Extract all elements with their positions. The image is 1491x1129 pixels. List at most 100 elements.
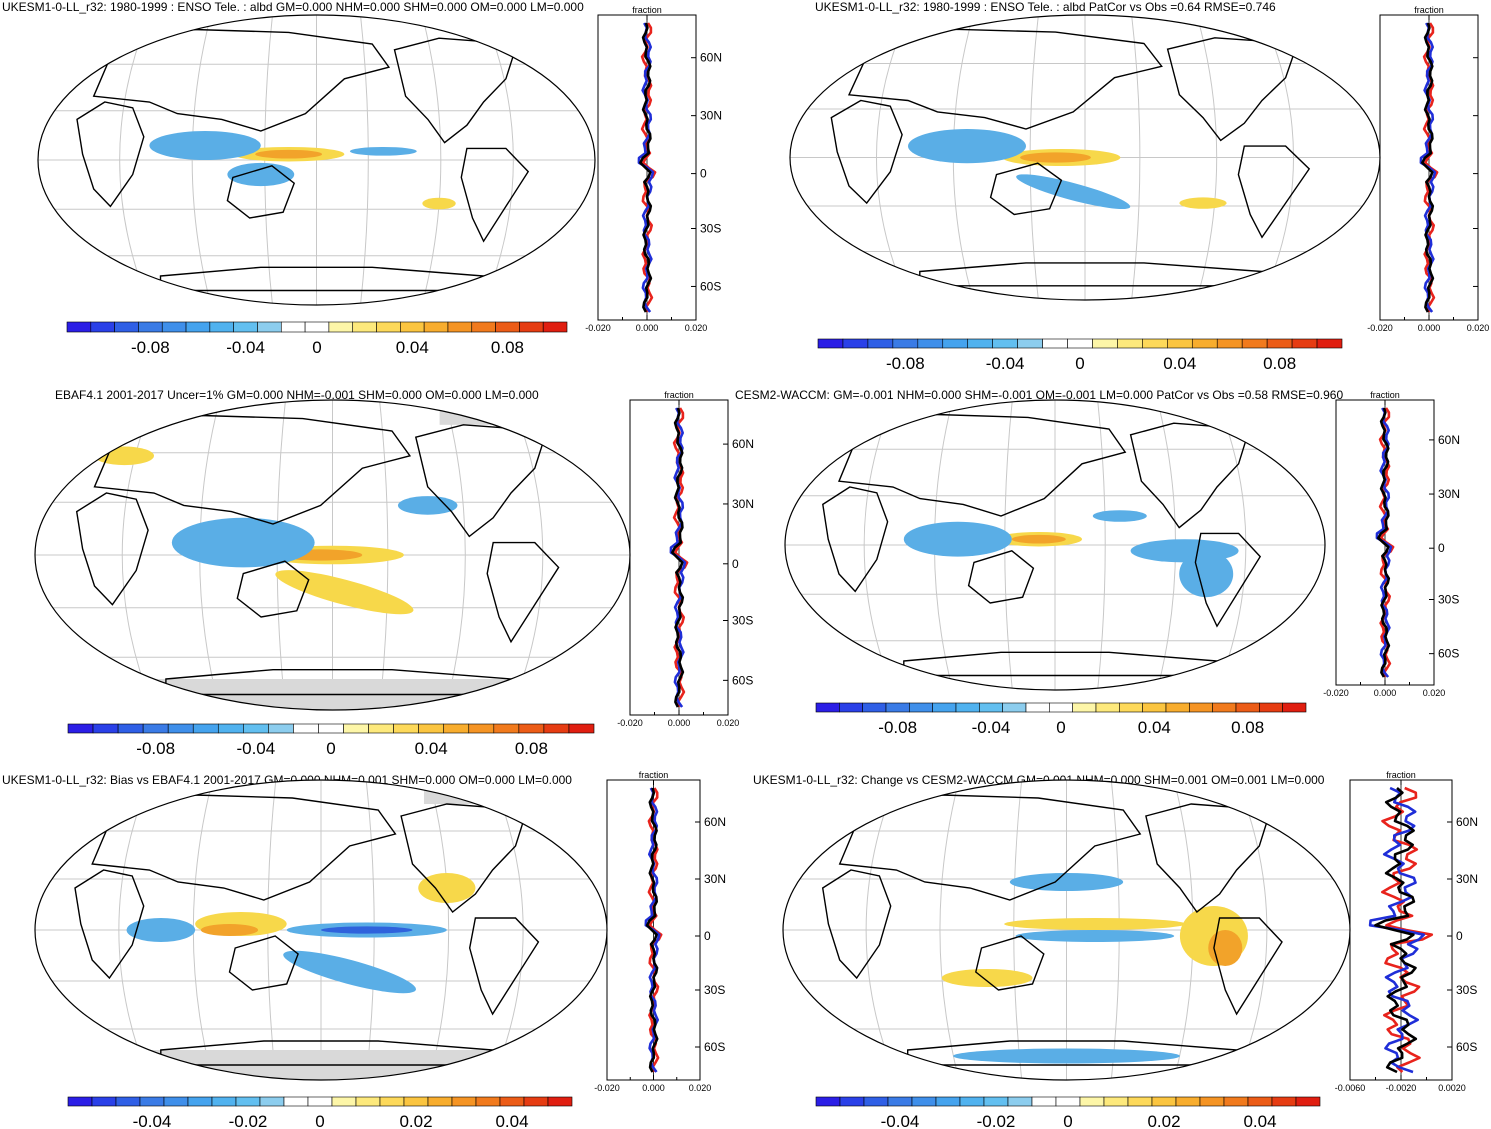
map-area bbox=[783, 780, 1350, 1080]
map-area bbox=[790, 15, 1380, 300]
zonal-mean-title: fraction bbox=[632, 5, 662, 15]
zonal-mean-profile-black bbox=[1377, 407, 1391, 678]
graticule-meridian bbox=[1131, 15, 1141, 300]
colorbar-swatch bbox=[892, 338, 919, 349]
coastline-4 bbox=[1237, 145, 1311, 239]
colorbar-swatch bbox=[955, 702, 980, 713]
colorbar-label: 0.08 bbox=[1231, 718, 1264, 737]
colorbar-swatch bbox=[983, 1096, 1009, 1107]
colorbar-swatch bbox=[318, 723, 344, 734]
zonal-mean-xtick-label: 0.000 bbox=[636, 323, 659, 333]
zonal-mean-lat-label: 0 bbox=[1438, 541, 1445, 555]
graticule-meridian bbox=[118, 780, 150, 1080]
colorbar-swatch bbox=[418, 723, 445, 734]
colorbar-swatch bbox=[343, 723, 369, 734]
zonal-mean-xtick-label: -0.020 bbox=[617, 718, 643, 728]
colorbar-swatch bbox=[1223, 1096, 1249, 1107]
colorbar-swatch bbox=[523, 1096, 549, 1107]
zonal-mean-plot: fraction -0.020 0.000 0.020 60N 30N 0 30S 60S bbox=[617, 390, 754, 728]
zonal-mean-lat-label: 30S bbox=[704, 983, 725, 997]
colorbar-swatch bbox=[117, 723, 144, 734]
zonal-mean-xtick-label: 0.020 bbox=[685, 323, 708, 333]
anomaly-negative bbox=[397, 496, 458, 515]
panel-title: UKESM1-0-LL_r32: Bias vs EBAF4.1 2001-20… bbox=[2, 773, 572, 787]
colorbar-swatch bbox=[427, 1096, 453, 1107]
graticule-meridian bbox=[939, 780, 960, 1080]
zonal-mean-lat-label: 60S bbox=[704, 1040, 725, 1054]
anomaly-negative bbox=[149, 131, 261, 160]
colorbar-swatch bbox=[495, 321, 520, 333]
colorbar-swatch bbox=[499, 1096, 525, 1107]
map-area bbox=[35, 400, 630, 710]
colorbar-swatch bbox=[352, 321, 377, 333]
colorbar-swatch bbox=[959, 1096, 985, 1107]
colorbar-swatch bbox=[1189, 702, 1213, 713]
colorbar-label: 0.02 bbox=[1147, 1112, 1180, 1129]
anomaly-negative bbox=[283, 950, 416, 994]
graticule-meridian bbox=[1261, 15, 1295, 300]
colorbar-label: 0.08 bbox=[491, 338, 524, 357]
zonal-mean-xtick-label: 0.020 bbox=[1467, 323, 1490, 333]
zonal-mean-lat-label: 30N bbox=[704, 872, 726, 886]
colorbar-swatch bbox=[917, 338, 944, 349]
panel-title: UKESM1-0-LL_r32: 1980-1999 : ENSO Tele. … bbox=[815, 0, 1276, 14]
coastline-2 bbox=[236, 560, 310, 618]
zonal-mean-lat-label: 0 bbox=[732, 557, 739, 571]
colorbar-swatch bbox=[283, 1096, 309, 1107]
zonal-mean-profile-black bbox=[645, 787, 659, 1073]
zonal-mean-lat-label: 60N bbox=[700, 51, 722, 65]
colorbar-swatch bbox=[403, 1096, 429, 1107]
zonal-mean-lat-label: 60N bbox=[704, 815, 726, 829]
zonal-mean-profile-black bbox=[639, 22, 653, 313]
zonal-mean-lat-label: 60S bbox=[1456, 1040, 1477, 1054]
colorbar-swatch bbox=[1212, 702, 1237, 713]
colorbar-swatch bbox=[817, 338, 844, 349]
colorbar-swatch bbox=[815, 702, 840, 713]
zonal-mean-lat-label: 60N bbox=[1438, 433, 1460, 447]
colorbar-swatch bbox=[90, 321, 115, 333]
colorbar-label: -0.04 bbox=[972, 718, 1011, 737]
map-border bbox=[784, 399, 1326, 691]
anomaly-negative bbox=[1015, 930, 1175, 942]
anomaly-negative bbox=[1016, 174, 1131, 210]
colorbar-swatch bbox=[67, 1096, 93, 1107]
colorbar-label: 0 bbox=[312, 338, 321, 357]
colorbar-swatch bbox=[138, 321, 163, 333]
colorbar-swatch bbox=[543, 723, 570, 734]
colorbar: -0.04 -0.02 0 0.02 0.04 bbox=[815, 1096, 1321, 1129]
colorbar-swatch bbox=[400, 321, 425, 333]
graticule-meridian bbox=[1236, 780, 1268, 1080]
zonal-mean-xtick-label: 0.0020 bbox=[1438, 1083, 1466, 1093]
colorbar-swatch bbox=[1031, 1096, 1057, 1107]
colorbar-swatch bbox=[161, 321, 187, 333]
colorbar-swatch bbox=[209, 321, 234, 333]
colorbar-label: -0.02 bbox=[229, 1112, 268, 1129]
anomaly-negative bbox=[908, 129, 1026, 164]
panel-top-left: UKESM1-0-LL_r32: 1980-1999 : ENSO Tele. … bbox=[2, 0, 722, 357]
colorbar-swatch bbox=[568, 723, 595, 734]
colorbar-swatch bbox=[211, 1096, 237, 1107]
zonal-mean-xtick-label: 0.020 bbox=[717, 718, 740, 728]
anomaly-negative bbox=[1179, 550, 1234, 598]
colorbar-label: 0 bbox=[326, 739, 335, 758]
zonal-mean-lat-label: 60N bbox=[1456, 815, 1478, 829]
colorbar-swatch bbox=[1151, 1096, 1177, 1107]
colorbar: -0.08 -0.04 0 0.04 0.08 bbox=[817, 338, 1343, 373]
panel-bottom-right: UKESM1-0-LL_r32: Change vs CESM2-WACCM G… bbox=[753, 770, 1478, 1129]
colorbar-swatch bbox=[979, 702, 1003, 713]
colorbar-swatch bbox=[1079, 1096, 1105, 1107]
graticule-meridian bbox=[492, 780, 524, 1080]
coastline-4 bbox=[468, 917, 540, 1016]
zonal-mean-profile-black bbox=[671, 407, 685, 708]
colorbar-swatch bbox=[1072, 702, 1097, 713]
coastline-4 bbox=[1194, 532, 1262, 628]
colorbar-swatch bbox=[942, 338, 969, 349]
colorbar-swatch bbox=[1103, 1096, 1129, 1107]
zonal-mean-title: fraction bbox=[1414, 5, 1444, 15]
colorbar-label: -0.08 bbox=[886, 354, 925, 373]
colorbar-swatch bbox=[114, 321, 139, 333]
colorbar-swatch bbox=[547, 1096, 573, 1107]
coastline-2 bbox=[967, 550, 1035, 604]
colorbar-swatch bbox=[1199, 1096, 1225, 1107]
colorbar-label: 0.04 bbox=[495, 1112, 528, 1129]
